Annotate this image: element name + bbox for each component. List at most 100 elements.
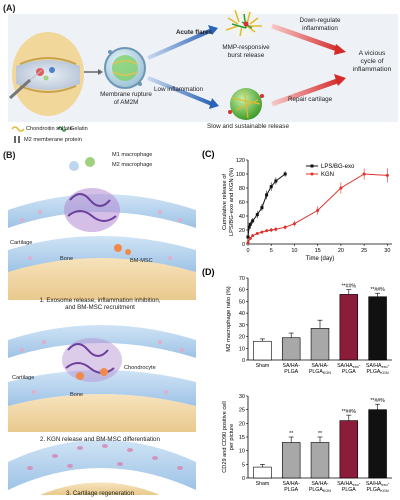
step1-caption-line-1: 1. Exosome release, inflammation inhibit… xyxy=(39,297,161,304)
category-label: Sham xyxy=(256,481,270,487)
acute-flares-label: Acute flares xyxy=(176,29,213,36)
y-tick-label: 80 xyxy=(239,186,245,192)
step2-scene xyxy=(8,325,196,432)
down-regulate-caption: Down-regulate inflammation xyxy=(296,17,344,32)
vicious-cycle-line-1: A vicious xyxy=(358,50,386,57)
panel-a-diagram xyxy=(8,9,398,143)
vicious-cycle-caption: A vicious cycle of inflammation xyxy=(348,50,396,74)
syringe-icon xyxy=(8,69,43,100)
panel-a-label: (A) xyxy=(3,3,16,13)
vicious-cycle-line-2: cycle of xyxy=(360,58,384,66)
category-label-line-1: SA/HAexo- xyxy=(337,363,361,369)
vicious-cycle-line-3: inflammation xyxy=(352,66,392,74)
panel-c-label: (C) xyxy=(202,149,215,159)
y-tick-label: 5 xyxy=(242,462,245,468)
data-point xyxy=(248,236,252,240)
panel-b-diagram xyxy=(8,157,196,495)
y-axis-label-line-1: Cumulative release of xyxy=(222,174,228,230)
y-tick-label: 0 xyxy=(242,242,245,248)
category-label-line-1: SA/HA- xyxy=(283,363,301,369)
data-point xyxy=(265,193,269,197)
category-label-line-2: PLGAKGN xyxy=(367,487,389,493)
bar xyxy=(253,466,272,479)
m2-ratio-bar-chart: (D) 0 10 20 30 40 50 60 70 M2 macrophage ratio (%… xyxy=(202,267,392,375)
data-point xyxy=(246,235,250,239)
category-label-line-2: PLGA xyxy=(284,369,298,375)
knee-joint-illustration xyxy=(12,32,84,116)
data-point xyxy=(255,232,259,235)
bar xyxy=(368,296,387,361)
am2m-particle-illustration xyxy=(104,47,146,89)
data-point xyxy=(292,222,296,226)
mmp-release-line-1: MMP-responsive xyxy=(222,44,270,51)
bar xyxy=(310,328,330,361)
x-tick-label: 25 xyxy=(361,248,367,254)
gelatin-legend-label: Gelatin xyxy=(70,126,88,132)
bm-msc-label: BM-MSC xyxy=(130,258,153,264)
data-point xyxy=(283,172,287,176)
y-tick-label: 20 xyxy=(239,228,245,234)
data-point xyxy=(260,230,264,234)
membrane-rupture-caption: Membrane rupture of AM2M xyxy=(100,91,152,106)
data-point xyxy=(265,229,269,233)
down-regulate-line-1: Down-regulate xyxy=(299,17,341,24)
y-axis-label-line-1: CD29 and CD90 positive cell xyxy=(222,401,228,473)
m1-macrophage-label: M1 macrophage xyxy=(112,152,153,158)
y-tick-label: 10 xyxy=(239,449,245,455)
category-label-line-1: SA/HA- xyxy=(283,481,301,487)
cartilage-label-1: Cartilage xyxy=(10,240,33,246)
y-tick-label: 30 xyxy=(239,323,245,329)
y-tick-label: 20 xyxy=(239,421,245,427)
category-label-line-2: PLGAKGN xyxy=(309,487,331,493)
low-inflammation-label: Low inflammation xyxy=(154,86,203,93)
significance-label: **##% xyxy=(370,398,385,404)
down-regulate-arrow xyxy=(271,23,341,53)
category-label-line-1: SA/HAexo- xyxy=(366,481,390,487)
y-tick-label: 25 xyxy=(239,408,245,414)
category-label: Sham xyxy=(256,363,270,369)
significance-label: ** xyxy=(318,431,322,437)
category-label-line-1: SA/HA- xyxy=(311,363,329,369)
chondroitin-legend-icon xyxy=(11,126,25,132)
chondrocyte-label: Chondrocyte xyxy=(124,365,156,371)
bone-label-1: Bone xyxy=(60,256,74,262)
data-point xyxy=(385,173,389,177)
data-point xyxy=(362,172,366,176)
data-point xyxy=(260,206,264,210)
repair-cartilage-caption: Repair cartilage xyxy=(288,96,333,103)
y-tick-label: 70 xyxy=(239,276,245,282)
y-tick-label: 120 xyxy=(236,158,245,164)
slow-release-illustration xyxy=(228,88,264,120)
y-tick-label: 60 xyxy=(239,200,245,206)
legend-marker xyxy=(310,172,314,176)
bar xyxy=(281,442,301,479)
gelatin-legend-icon xyxy=(57,126,67,132)
step1-caption: 1. Exosome release, inflammation inhibit… xyxy=(2,297,198,312)
category-label-line-1: SA/HAexo- xyxy=(366,363,390,369)
x-tick-label: 15 xyxy=(315,248,321,254)
y-tick-label: 15 xyxy=(239,435,245,441)
legend-marker xyxy=(310,164,314,168)
step1-scene xyxy=(8,157,196,300)
down-regulate-line-2: inflammation xyxy=(302,24,338,32)
bar xyxy=(253,340,272,361)
release-line-chart: (C) 0 20 40 60 80 100 120 0 5 10 15 20 25 30 Time (day)… xyxy=(202,149,392,262)
x-tick-label: 30 xyxy=(384,248,390,254)
y-tick-label: 10 xyxy=(239,346,245,352)
step1-caption-line-2: and BM-MSC recruitment xyxy=(65,304,135,312)
data-point xyxy=(255,213,259,217)
y-tick-label: 40 xyxy=(239,311,245,317)
series-line-0 xyxy=(247,173,286,238)
x-tick-label: 10 xyxy=(291,248,297,254)
cartilage-label-2: Cartilage xyxy=(12,375,35,381)
category-label-line-2: PLGAKGN xyxy=(367,369,389,375)
x-tick-label: 5 xyxy=(270,248,273,254)
category-label-line-2: PLGA xyxy=(342,369,356,375)
chondroitin-legend-label: Chondroitin sulfate xyxy=(26,126,73,132)
mmp-release-caption: MMP-responsive burst release xyxy=(218,44,274,59)
panel-b-label: (B) xyxy=(3,150,16,160)
burst-release-illustration xyxy=(225,9,262,38)
data-point xyxy=(269,185,273,189)
data-point xyxy=(251,219,255,223)
slow-release-caption: Slow and sustainable release xyxy=(207,123,289,130)
